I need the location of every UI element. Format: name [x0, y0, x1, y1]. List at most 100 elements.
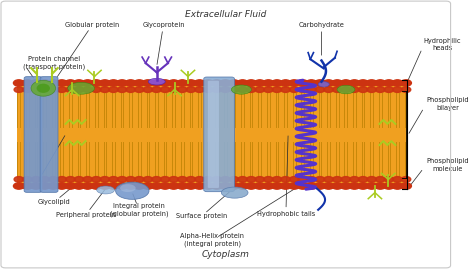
Circle shape: [401, 80, 411, 86]
Circle shape: [383, 183, 394, 189]
Circle shape: [13, 183, 24, 189]
Circle shape: [272, 80, 283, 86]
Circle shape: [315, 183, 325, 189]
Circle shape: [212, 87, 221, 93]
Circle shape: [203, 80, 213, 86]
Text: Extracellular Fluid: Extracellular Fluid: [185, 10, 266, 19]
Circle shape: [82, 80, 93, 86]
Circle shape: [307, 87, 316, 93]
Circle shape: [82, 183, 93, 189]
Circle shape: [143, 183, 153, 189]
Circle shape: [281, 87, 290, 93]
Circle shape: [135, 87, 144, 93]
Circle shape: [178, 87, 187, 93]
Text: Alpha-Helix protein
(integral protein): Alpha-Helix protein (integral protein): [181, 233, 245, 247]
Circle shape: [237, 183, 248, 189]
Circle shape: [401, 176, 411, 182]
Circle shape: [126, 176, 136, 182]
Circle shape: [333, 87, 342, 93]
Circle shape: [212, 176, 221, 182]
Circle shape: [160, 80, 171, 86]
Circle shape: [143, 176, 153, 182]
Circle shape: [126, 87, 136, 93]
Circle shape: [39, 183, 50, 189]
Circle shape: [281, 176, 290, 182]
Circle shape: [91, 87, 101, 93]
Circle shape: [393, 87, 402, 93]
Circle shape: [168, 183, 179, 189]
Circle shape: [186, 80, 196, 86]
FancyBboxPatch shape: [24, 77, 42, 192]
Circle shape: [220, 183, 231, 189]
Circle shape: [203, 183, 213, 189]
Circle shape: [125, 80, 136, 86]
Circle shape: [57, 87, 66, 93]
Ellipse shape: [120, 184, 136, 192]
Circle shape: [298, 80, 308, 86]
Text: Hydrophobic tails: Hydrophobic tails: [257, 211, 315, 217]
Circle shape: [228, 80, 239, 86]
Circle shape: [194, 183, 205, 189]
Circle shape: [255, 176, 264, 182]
Circle shape: [151, 183, 162, 189]
Circle shape: [83, 176, 92, 182]
Circle shape: [289, 80, 300, 86]
Circle shape: [48, 176, 58, 182]
Circle shape: [341, 176, 351, 182]
Circle shape: [393, 176, 402, 182]
Circle shape: [229, 87, 238, 93]
Circle shape: [332, 80, 343, 86]
Circle shape: [194, 80, 205, 86]
Circle shape: [152, 87, 161, 93]
Text: Globular protein: Globular protein: [65, 22, 119, 28]
Circle shape: [255, 183, 265, 189]
Circle shape: [341, 87, 351, 93]
Circle shape: [56, 80, 67, 86]
Circle shape: [324, 176, 333, 182]
Circle shape: [177, 183, 188, 189]
Circle shape: [203, 176, 213, 182]
Circle shape: [74, 176, 84, 182]
Circle shape: [358, 87, 368, 93]
Circle shape: [358, 80, 368, 86]
Circle shape: [48, 183, 59, 189]
Circle shape: [203, 87, 213, 93]
Circle shape: [306, 183, 317, 189]
Circle shape: [264, 176, 273, 182]
Ellipse shape: [148, 78, 165, 85]
Circle shape: [340, 80, 351, 86]
Circle shape: [238, 87, 247, 93]
Circle shape: [195, 87, 204, 93]
Text: Phospholipid
bilayer: Phospholipid bilayer: [426, 97, 469, 111]
Circle shape: [100, 87, 109, 93]
Circle shape: [65, 183, 76, 189]
Circle shape: [246, 87, 256, 93]
Circle shape: [100, 80, 110, 86]
Circle shape: [306, 80, 317, 86]
Circle shape: [40, 87, 49, 93]
Ellipse shape: [221, 187, 248, 198]
Circle shape: [255, 80, 265, 86]
Circle shape: [366, 183, 377, 189]
Ellipse shape: [68, 82, 94, 94]
Circle shape: [168, 80, 179, 86]
Circle shape: [118, 87, 127, 93]
Ellipse shape: [231, 85, 251, 94]
Circle shape: [14, 176, 24, 182]
Ellipse shape: [318, 82, 329, 87]
Circle shape: [100, 183, 110, 189]
Circle shape: [401, 183, 411, 189]
Circle shape: [272, 183, 283, 189]
Circle shape: [23, 87, 32, 93]
Circle shape: [195, 176, 204, 182]
Circle shape: [238, 176, 247, 182]
Text: Glycolipid: Glycolipid: [38, 199, 71, 205]
Circle shape: [31, 80, 41, 86]
Circle shape: [31, 87, 41, 93]
Circle shape: [65, 80, 76, 86]
Circle shape: [48, 87, 58, 93]
Circle shape: [298, 176, 308, 182]
Circle shape: [160, 87, 170, 93]
Circle shape: [211, 80, 222, 86]
Circle shape: [178, 176, 187, 182]
